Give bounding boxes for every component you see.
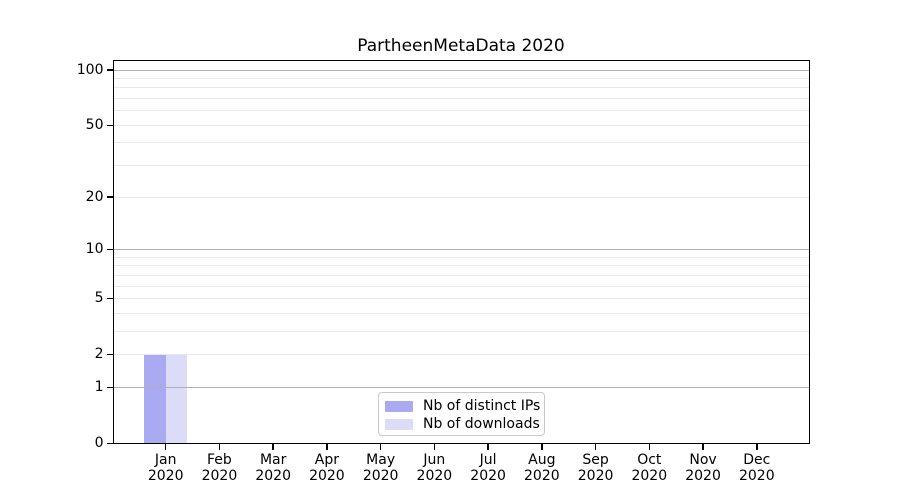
x-tick bbox=[487, 443, 489, 450]
x-tick bbox=[648, 443, 651, 450]
plot-border bbox=[112, 59, 810, 444]
y-tick bbox=[106, 248, 113, 251]
y-tick bbox=[106, 69, 113, 71]
y-tick bbox=[106, 124, 113, 127]
legend-swatch-downloads-icon bbox=[385, 418, 413, 430]
y-tick-label: 10 bbox=[85, 240, 104, 257]
legend-swatch-distinct-ips-icon bbox=[385, 400, 413, 412]
y-tick bbox=[106, 297, 113, 300]
y-tick bbox=[106, 386, 113, 389]
x-tick-label: Oct 2020 bbox=[631, 451, 668, 485]
gridline-minor bbox=[113, 265, 809, 267]
gridline-minor bbox=[113, 256, 809, 258]
gridline-major bbox=[113, 69, 809, 71]
gridline-major bbox=[113, 248, 809, 250]
x-tick-label: Dec 2020 bbox=[738, 451, 775, 485]
x-tick bbox=[218, 443, 221, 450]
gridline-minor bbox=[113, 124, 809, 126]
y-tick-label: 1 bbox=[94, 378, 104, 395]
x-tick bbox=[433, 443, 436, 450]
x-tick-label: Feb 2020 bbox=[201, 451, 238, 485]
y-tick bbox=[106, 353, 113, 356]
x-tick bbox=[272, 443, 274, 450]
gridline-minor bbox=[113, 77, 809, 79]
gridline-minor bbox=[113, 196, 809, 198]
gridline-minor bbox=[113, 98, 809, 100]
gridline-minor bbox=[113, 297, 809, 299]
x-tick-label: Mar 2020 bbox=[255, 451, 291, 485]
x-tick-label: Apr 2020 bbox=[309, 451, 345, 485]
legend-label-downloads: Nb of downloads bbox=[423, 416, 540, 432]
y-tick bbox=[106, 442, 113, 445]
gridline-minor bbox=[113, 330, 809, 332]
chart-title: PartheenMetaData 2020 bbox=[357, 36, 565, 56]
x-tick bbox=[379, 443, 382, 450]
x-tick-label: May 2020 bbox=[362, 451, 399, 485]
x-tick-label: Sep 2020 bbox=[577, 451, 614, 485]
x-tick-label: Jul 2020 bbox=[470, 451, 506, 485]
x-tick bbox=[594, 443, 597, 450]
gridline-major bbox=[113, 386, 809, 388]
gridline-minor bbox=[113, 110, 809, 112]
x-tick bbox=[702, 443, 704, 450]
legend-item: Nb of downloads bbox=[385, 415, 540, 433]
x-tick bbox=[164, 443, 167, 450]
y-tick-label: 2 bbox=[94, 346, 104, 363]
gridline-minor bbox=[113, 165, 809, 167]
x-tick-label: Aug 2020 bbox=[524, 451, 560, 485]
x-tick bbox=[756, 443, 758, 450]
bar-distinct-ips-jan bbox=[144, 354, 166, 444]
bar-downloads-jan bbox=[165, 354, 188, 444]
gridline-minor bbox=[113, 274, 809, 276]
gridline-minor bbox=[113, 285, 809, 287]
y-tick-label: 100 bbox=[76, 61, 104, 78]
y-tick-label: 5 bbox=[94, 289, 104, 306]
legend: Nb of distinct IPs Nb of downloads bbox=[378, 392, 545, 436]
y-tick-label: 50 bbox=[85, 116, 104, 133]
x-tick-label: Jan 2020 bbox=[147, 451, 184, 485]
legend-item: Nb of distinct IPs bbox=[385, 397, 540, 415]
y-tick-label: 20 bbox=[85, 188, 104, 205]
gridline-minor bbox=[113, 354, 809, 356]
gridline-minor bbox=[113, 87, 809, 89]
x-tick-label: Nov 2020 bbox=[685, 451, 721, 485]
x-tick-label: Jun 2020 bbox=[416, 451, 453, 485]
x-tick bbox=[326, 443, 328, 450]
gridline-minor bbox=[113, 142, 809, 144]
y-tick bbox=[106, 196, 113, 198]
legend-label-distinct-ips: Nb of distinct IPs bbox=[423, 398, 541, 414]
gridline-minor bbox=[113, 312, 809, 314]
x-tick bbox=[541, 443, 543, 450]
y-tick-label: 0 bbox=[94, 435, 104, 451]
